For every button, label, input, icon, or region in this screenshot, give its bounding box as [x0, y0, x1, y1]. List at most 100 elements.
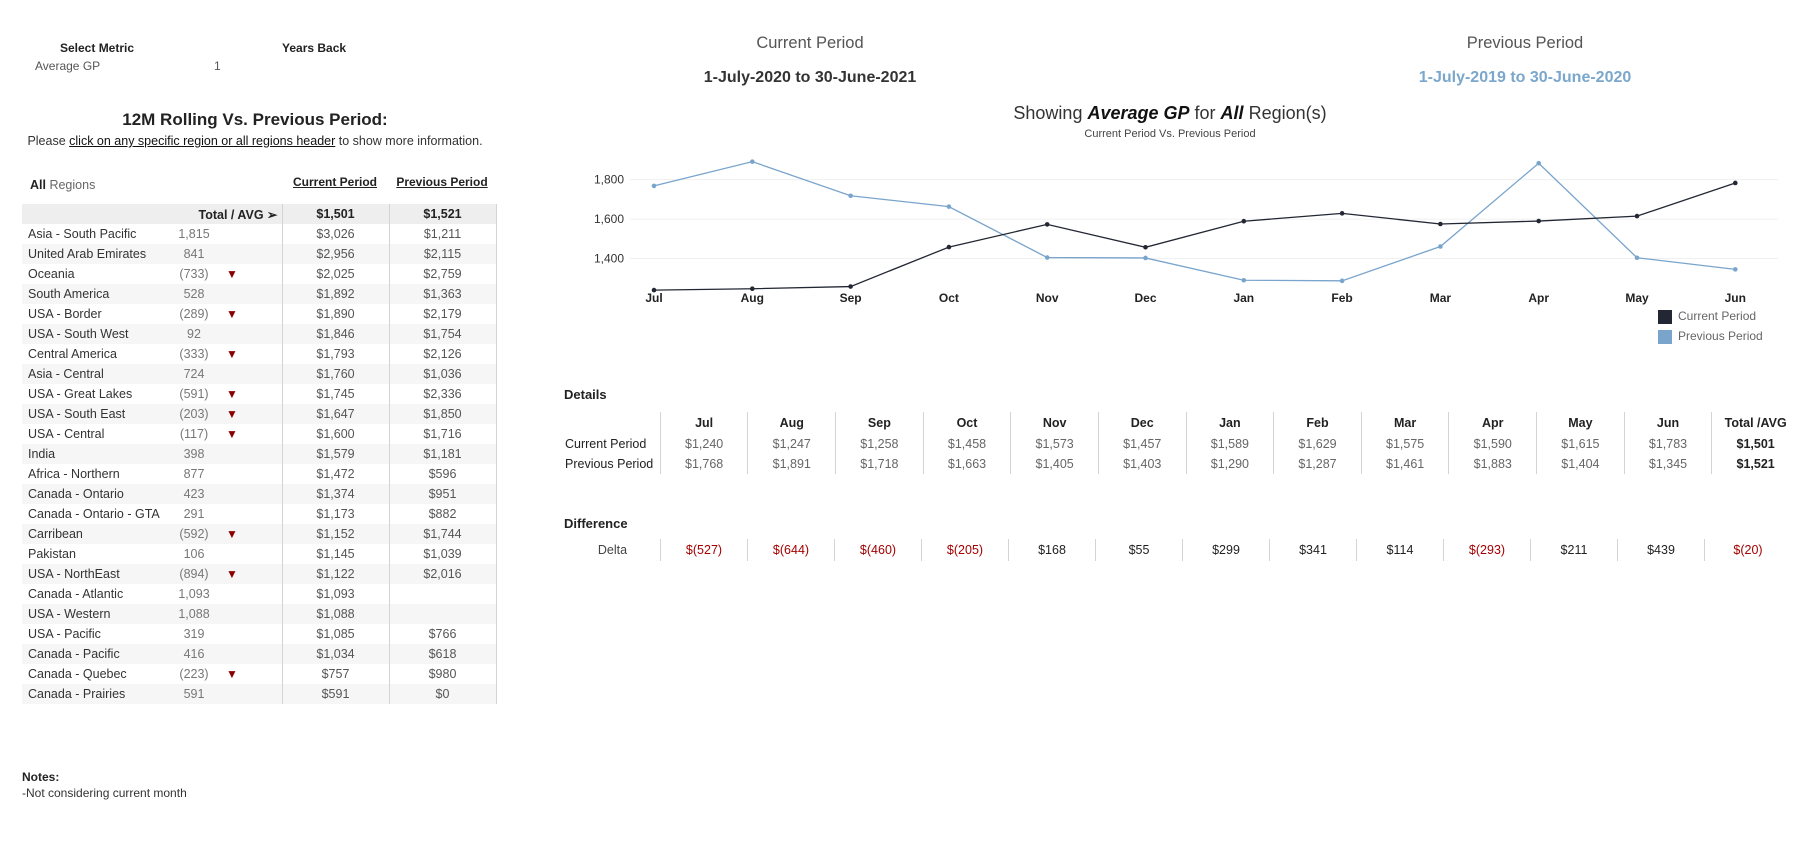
details-month-header: Nov [1010, 412, 1099, 434]
legend-swatch-current [1658, 309, 1672, 324]
data-point-previous[interactable] [750, 159, 755, 164]
instruction-prefix: Please [27, 134, 70, 148]
details-month-header: Aug [747, 412, 836, 434]
region-row[interactable]: Oceania (733) ▼ $2,025 $2,759 [22, 264, 497, 284]
region-row[interactable]: South America 528 $1,892 $1,363 [22, 284, 497, 304]
details-previous-value: $1,891 [747, 454, 836, 474]
previous-period-dates: 1-July-2019 to 30-June-2020 [1418, 69, 1632, 86]
region-current-value: $1,890 [281, 304, 389, 324]
all-regions-rest: Regions [45, 178, 96, 192]
data-point-previous[interactable] [1634, 255, 1640, 261]
data-point-previous[interactable] [651, 183, 657, 189]
details-month-header: Mar [1360, 412, 1449, 434]
region-difference: 877 [162, 464, 226, 484]
arrow-cell [226, 364, 282, 384]
x-tick-label: Mar [1430, 291, 1452, 305]
details-previous-value: $1,663 [922, 454, 1011, 474]
data-point-current[interactable] [1733, 180, 1738, 186]
data-point-previous[interactable] [1044, 255, 1050, 260]
region-previous-value: $766 [388, 624, 497, 644]
region-previous-value: $1,211 [388, 224, 497, 244]
x-tick-label: Sep [840, 291, 862, 305]
select-metric-label: Select Metric [60, 41, 135, 55]
data-point-previous[interactable] [1536, 160, 1541, 166]
data-point-previous[interactable] [1143, 255, 1148, 261]
region-previous-value: $2,126 [388, 344, 497, 364]
data-point-current[interactable] [1044, 222, 1050, 227]
region-row[interactable]: USA - Border (289) ▼ $1,890 $2,179 [22, 304, 497, 324]
details-month-header: Sep [835, 412, 924, 434]
region-current-value: $1,152 [281, 524, 389, 544]
region-current-value: $591 [281, 684, 389, 704]
years-back-value[interactable]: 1 [214, 59, 221, 73]
arrow-cell [226, 244, 282, 264]
delta-value: $299 [1182, 539, 1270, 561]
triangle-down-icon: ▼ [226, 264, 282, 284]
data-point-current[interactable] [750, 286, 755, 292]
x-tick-label: Jan [1233, 291, 1254, 305]
data-point-current[interactable] [1536, 218, 1541, 224]
region-row[interactable]: Central America (333) ▼ $1,793 $2,126 [22, 344, 497, 364]
region-row[interactable]: USA - Western 1,088 $1,088 [22, 604, 497, 624]
region-previous-value: $2,016 [388, 564, 497, 584]
region-row[interactable]: Canada - Pacific 416 $1,034 $618 [22, 644, 497, 664]
region-current-value: $2,956 [281, 244, 389, 264]
data-point-previous[interactable] [848, 193, 853, 199]
region-row[interactable]: Africa - Northern 877 $1,472 $596 [22, 464, 497, 484]
details-previous-total: $1,521 [1711, 454, 1799, 474]
all-regions-header[interactable]: All Regions [30, 178, 95, 192]
region-row[interactable]: USA - Great Lakes (591) ▼ $1,745 $2,336 [22, 384, 497, 404]
region-name: Africa - Northern [22, 464, 162, 484]
delta-value: $(205) [921, 539, 1009, 561]
data-point-current[interactable] [1241, 218, 1247, 224]
delta-value: $439 [1617, 539, 1705, 561]
region-row[interactable]: Asia - Central 724 $1,760 $1,036 [22, 364, 497, 384]
data-point-previous[interactable] [1339, 278, 1345, 284]
select-metric-value[interactable]: Average GP [35, 59, 101, 73]
region-row[interactable]: USA - Pacific 319 $1,085 $766 [22, 624, 497, 644]
region-row[interactable]: USA - Central (117) ▼ $1,600 $1,716 [22, 424, 497, 444]
data-point-previous[interactable] [946, 204, 952, 209]
region-name: Oceania [22, 264, 162, 284]
data-point-current[interactable] [1438, 221, 1443, 227]
region-row[interactable]: USA - South East (203) ▼ $1,647 $1,850 [22, 404, 497, 424]
region-row[interactable]: Pakistan 106 $1,145 $1,039 [22, 544, 497, 564]
data-point-current[interactable] [1339, 211, 1345, 216]
data-point-current[interactable] [1634, 213, 1640, 219]
region-row[interactable]: Carribean (592) ▼ $1,152 $1,744 [22, 524, 497, 544]
delta-value: $(644) [747, 539, 835, 561]
region-row[interactable]: USA - NorthEast (894) ▼ $1,122 $2,016 [22, 564, 497, 584]
triangle-down-icon: ▼ [226, 404, 282, 424]
region-row[interactable]: Canada - Ontario 423 $1,374 $951 [22, 484, 497, 504]
region-previous-value: $2,115 [388, 244, 497, 264]
region-row[interactable]: Canada - Prairies 591 $591 $0 [22, 684, 497, 704]
region-previous-value: $2,179 [388, 304, 497, 324]
legend-label-previous: Previous Period [1678, 329, 1763, 343]
region-row[interactable]: USA - South West 92 $1,846 $1,754 [22, 324, 497, 344]
region-row[interactable]: Canada - Atlantic 1,093 $1,093 [22, 584, 497, 604]
data-point-current[interactable] [946, 244, 952, 250]
x-tick-label: Apr [1528, 291, 1549, 305]
instruction-link: click on any specific region or all regi… [69, 134, 336, 148]
details-current-value: $1,573 [1010, 434, 1099, 454]
details-table: Jul Aug Sep Oct Nov Dec Jan Feb Mar Apr May Jun Tota… [562, 412, 1799, 474]
region-row[interactable]: Canada - Ontario - GTA 291 $1,173 $882 [22, 504, 497, 524]
data-point-previous[interactable] [1241, 277, 1247, 283]
region-row[interactable]: Canada - Quebec (223) ▼ $757 $980 [22, 664, 497, 684]
region-row[interactable]: Asia - South Pacific 1,815 $3,026 $1,211 [22, 224, 497, 244]
data-point-current[interactable] [1143, 244, 1148, 250]
delta-value: $168 [1008, 539, 1096, 561]
region-current-value: $1,122 [281, 564, 389, 584]
details-current-value: $1,240 [659, 434, 748, 454]
region-row[interactable]: India 398 $1,579 $1,181 [22, 444, 497, 464]
details-current-value: $1,247 [747, 434, 836, 454]
region-previous-value: $0 [388, 684, 497, 704]
data-point-current[interactable] [651, 287, 657, 293]
region-row[interactable]: United Arab Emirates 841 $2,956 $2,115 [22, 244, 497, 264]
data-point-previous[interactable] [1438, 244, 1443, 249]
x-tick-label: Aug [741, 291, 764, 305]
data-point-current[interactable] [848, 284, 853, 289]
showing-region: All [1220, 103, 1244, 123]
data-point-previous[interactable] [1733, 267, 1738, 272]
line-chart: 1,400 1,600 1,800 Jul Aug Sep Oct Nov Dec Jan Feb M… [594, 159, 1778, 305]
